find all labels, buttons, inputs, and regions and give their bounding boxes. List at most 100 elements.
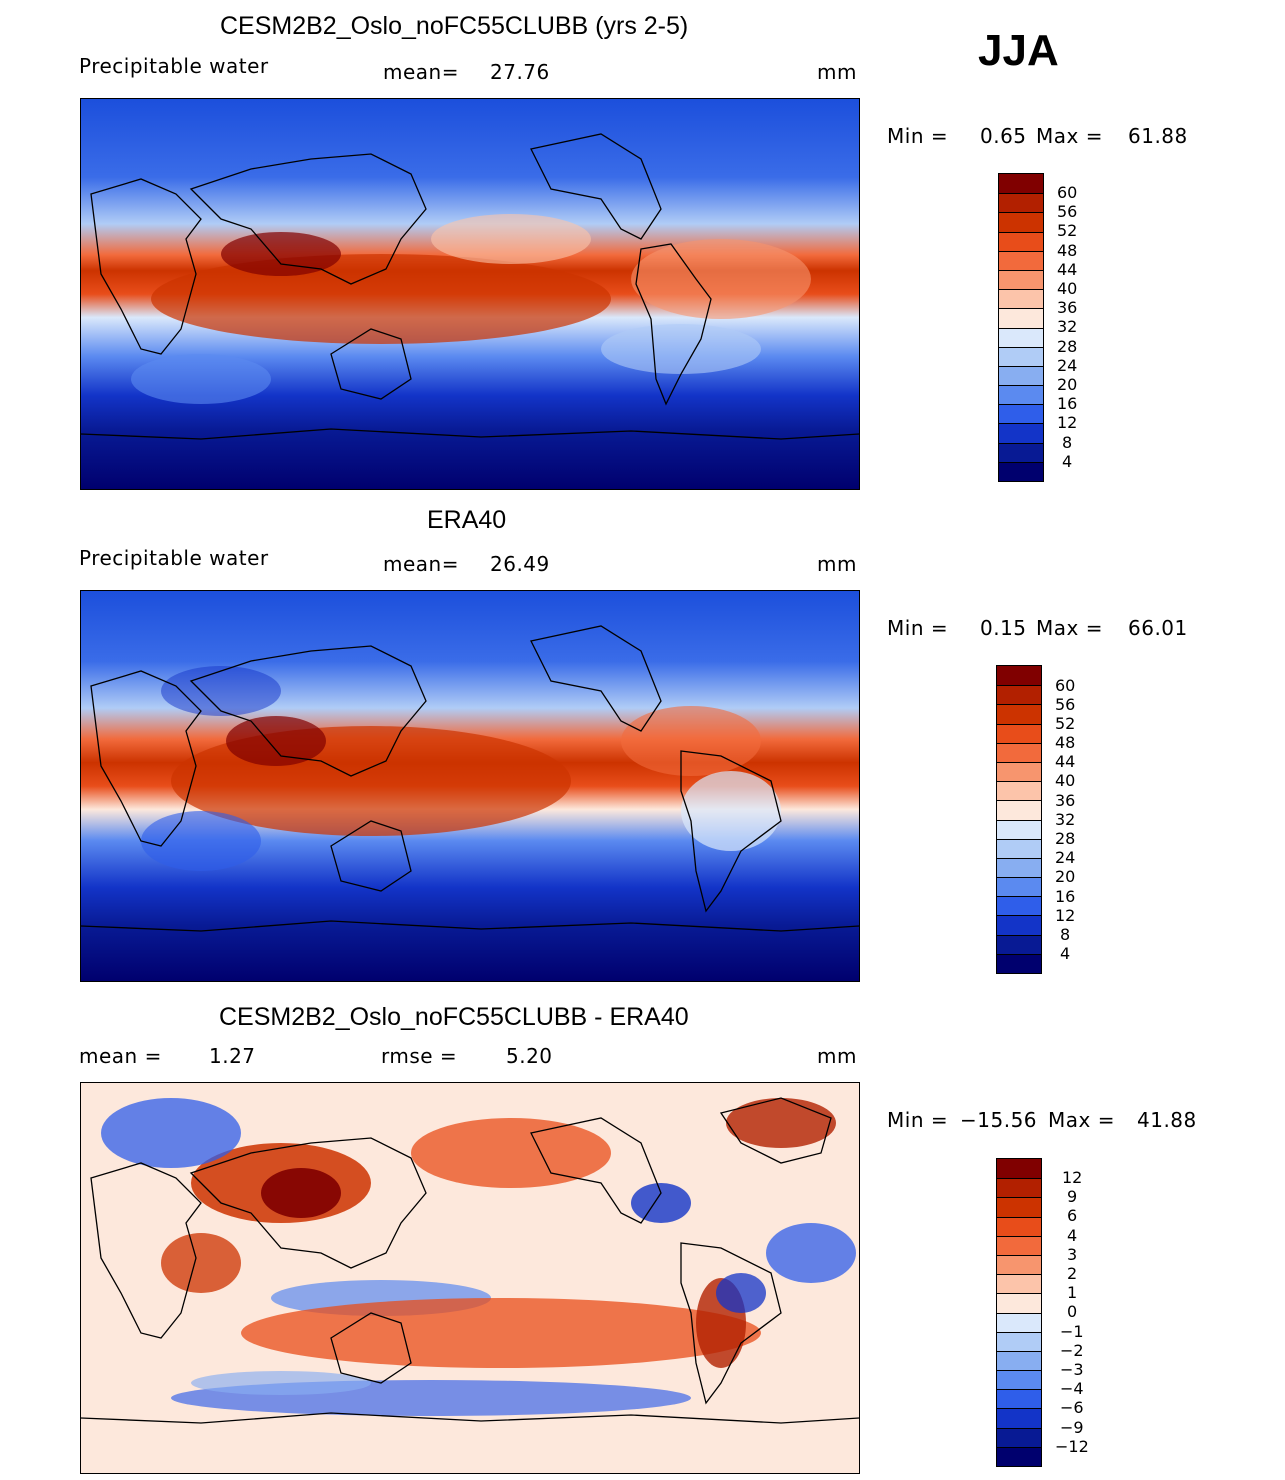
colorbar-segment [997, 1159, 1041, 1179]
colorbar-tick-label: 16 [1055, 887, 1076, 906]
colorbar-segment [997, 1293, 1041, 1313]
colorbar-segment [997, 723, 1041, 743]
colorbar-tick-label: 24 [1057, 356, 1078, 375]
units-label: mm [817, 1044, 857, 1068]
min-value: 0.15 [980, 616, 1027, 640]
rmse-value: 5.20 [506, 1044, 553, 1068]
colorbar-tick-label: 1 [1067, 1283, 1078, 1302]
colorbar-tick-label: 4 [1067, 1226, 1078, 1245]
colorbar-segment [999, 461, 1043, 481]
colorbar-segment [997, 896, 1041, 916]
colorbar-segment [997, 877, 1041, 897]
units-label: mm [817, 552, 857, 576]
colorbar-tick-label: 12 [1057, 413, 1078, 432]
colorbar-segment [999, 365, 1043, 386]
variable-name: Precipitable water [79, 54, 269, 78]
colorbar-segment [999, 346, 1043, 366]
colorbar-tick-label: 24 [1055, 848, 1076, 867]
variable-name: Precipitable water [79, 546, 269, 570]
max-value: 61.88 [1128, 124, 1188, 148]
map-difference-precipitable-water [80, 1082, 860, 1474]
colorbar-segment [997, 1427, 1041, 1447]
colorbar-segment [997, 1216, 1041, 1236]
map-model-precipitable-water [80, 98, 860, 490]
colorbar-tick-label: 28 [1055, 829, 1076, 848]
mean-label: mean= [383, 60, 459, 84]
colorbar-segment [997, 1331, 1041, 1351]
colorbar-tick-label: 36 [1057, 298, 1078, 317]
colorbar-segment [997, 857, 1041, 878]
mean-label: mean = [79, 1044, 162, 1068]
colorbar [996, 665, 1042, 974]
min-label: Min = [887, 1108, 949, 1132]
season-label: JJA [978, 26, 1059, 75]
colorbar-segment [997, 1389, 1041, 1409]
colorbar-segment [999, 385, 1043, 405]
colorbar-tick-label: 9 [1067, 1187, 1078, 1206]
colorbar-tick-label: 44 [1057, 260, 1078, 279]
colorbar-tick-label: 28 [1057, 337, 1078, 356]
colorbar-tick-label: −9 [1060, 1418, 1084, 1437]
colorbar-segment [997, 1178, 1041, 1198]
colorbar-tick-label: −2 [1060, 1341, 1084, 1360]
colorbar-tick-label: 4 [1060, 944, 1071, 963]
colorbar-tick-label: 36 [1055, 791, 1076, 810]
colorbar-segment [997, 1312, 1041, 1332]
max-label: Max = [1036, 124, 1103, 148]
colorbar-tick-label: −6 [1060, 1398, 1084, 1417]
colorbar-tick-label: 20 [1057, 375, 1078, 394]
colorbar-segment [997, 934, 1041, 954]
panel-title: CESM2B2_Oslo_noFC55CLUBB (yrs 2-5) [220, 12, 689, 40]
colorbar-segment [997, 742, 1041, 762]
max-label: Max = [1036, 616, 1103, 640]
colorbar-segment [997, 761, 1041, 782]
panel-title: CESM2B2_Oslo_noFC55CLUBB - ERA40 [219, 1003, 689, 1031]
mean-value: 27.76 [490, 60, 550, 84]
colorbar-segment [997, 915, 1041, 935]
mean-value: 26.49 [490, 552, 550, 576]
colorbar-tick-label: 56 [1055, 695, 1076, 714]
colorbar [996, 1158, 1042, 1467]
colorbar-segment [997, 685, 1041, 705]
colorbar-tick-label: 3 [1067, 1245, 1078, 1264]
colorbar-tick-label: 32 [1057, 317, 1078, 336]
colorbar-segment [997, 704, 1041, 724]
min-value: −15.56 [960, 1108, 1038, 1132]
colorbar-segment [997, 838, 1041, 858]
colorbar-segment [999, 423, 1043, 443]
colorbar-segment [997, 1408, 1041, 1428]
colorbar-segment [999, 308, 1043, 328]
colorbar-tick-label: 20 [1055, 867, 1076, 886]
max-value: 66.01 [1128, 616, 1188, 640]
colorbar-tick-label: −4 [1060, 1379, 1084, 1398]
colorbar-tick-label: 6 [1067, 1206, 1078, 1225]
colorbar-segment [997, 1254, 1041, 1275]
mean-label: mean= [383, 552, 459, 576]
colorbar-tick-label: 8 [1062, 433, 1073, 452]
colorbar-tick-label: 52 [1057, 221, 1078, 240]
max-label: Max = [1048, 1108, 1115, 1132]
colorbar-tick-label: −3 [1060, 1360, 1084, 1379]
colorbar-tick-label: 2 [1067, 1264, 1078, 1283]
colorbar-segment [997, 800, 1041, 820]
rmse-label: rmse = [381, 1044, 458, 1068]
min-label: Min = [887, 124, 949, 148]
colorbar-tick-label: 40 [1057, 279, 1078, 298]
colorbar-segment [999, 269, 1043, 290]
colorbar-tick-label: 48 [1057, 241, 1078, 260]
colorbar-tick-label: 48 [1055, 733, 1076, 752]
colorbar-segment [997, 1274, 1041, 1294]
colorbar-tick-label: −1 [1060, 1322, 1084, 1341]
colorbar-segment [999, 442, 1043, 462]
colorbar-segment [999, 231, 1043, 251]
colorbar-segment [999, 250, 1043, 270]
max-value: 41.88 [1137, 1108, 1197, 1132]
colorbar-tick-label: 60 [1055, 676, 1076, 695]
colorbar-segment [999, 174, 1043, 194]
colorbar-tick-label: 40 [1055, 771, 1076, 790]
colorbar-segment [997, 1370, 1041, 1390]
colorbar-tick-label: 56 [1057, 202, 1078, 221]
colorbar-segment [997, 666, 1041, 686]
colorbar-segment [997, 819, 1041, 839]
colorbar-segment [997, 1197, 1041, 1217]
